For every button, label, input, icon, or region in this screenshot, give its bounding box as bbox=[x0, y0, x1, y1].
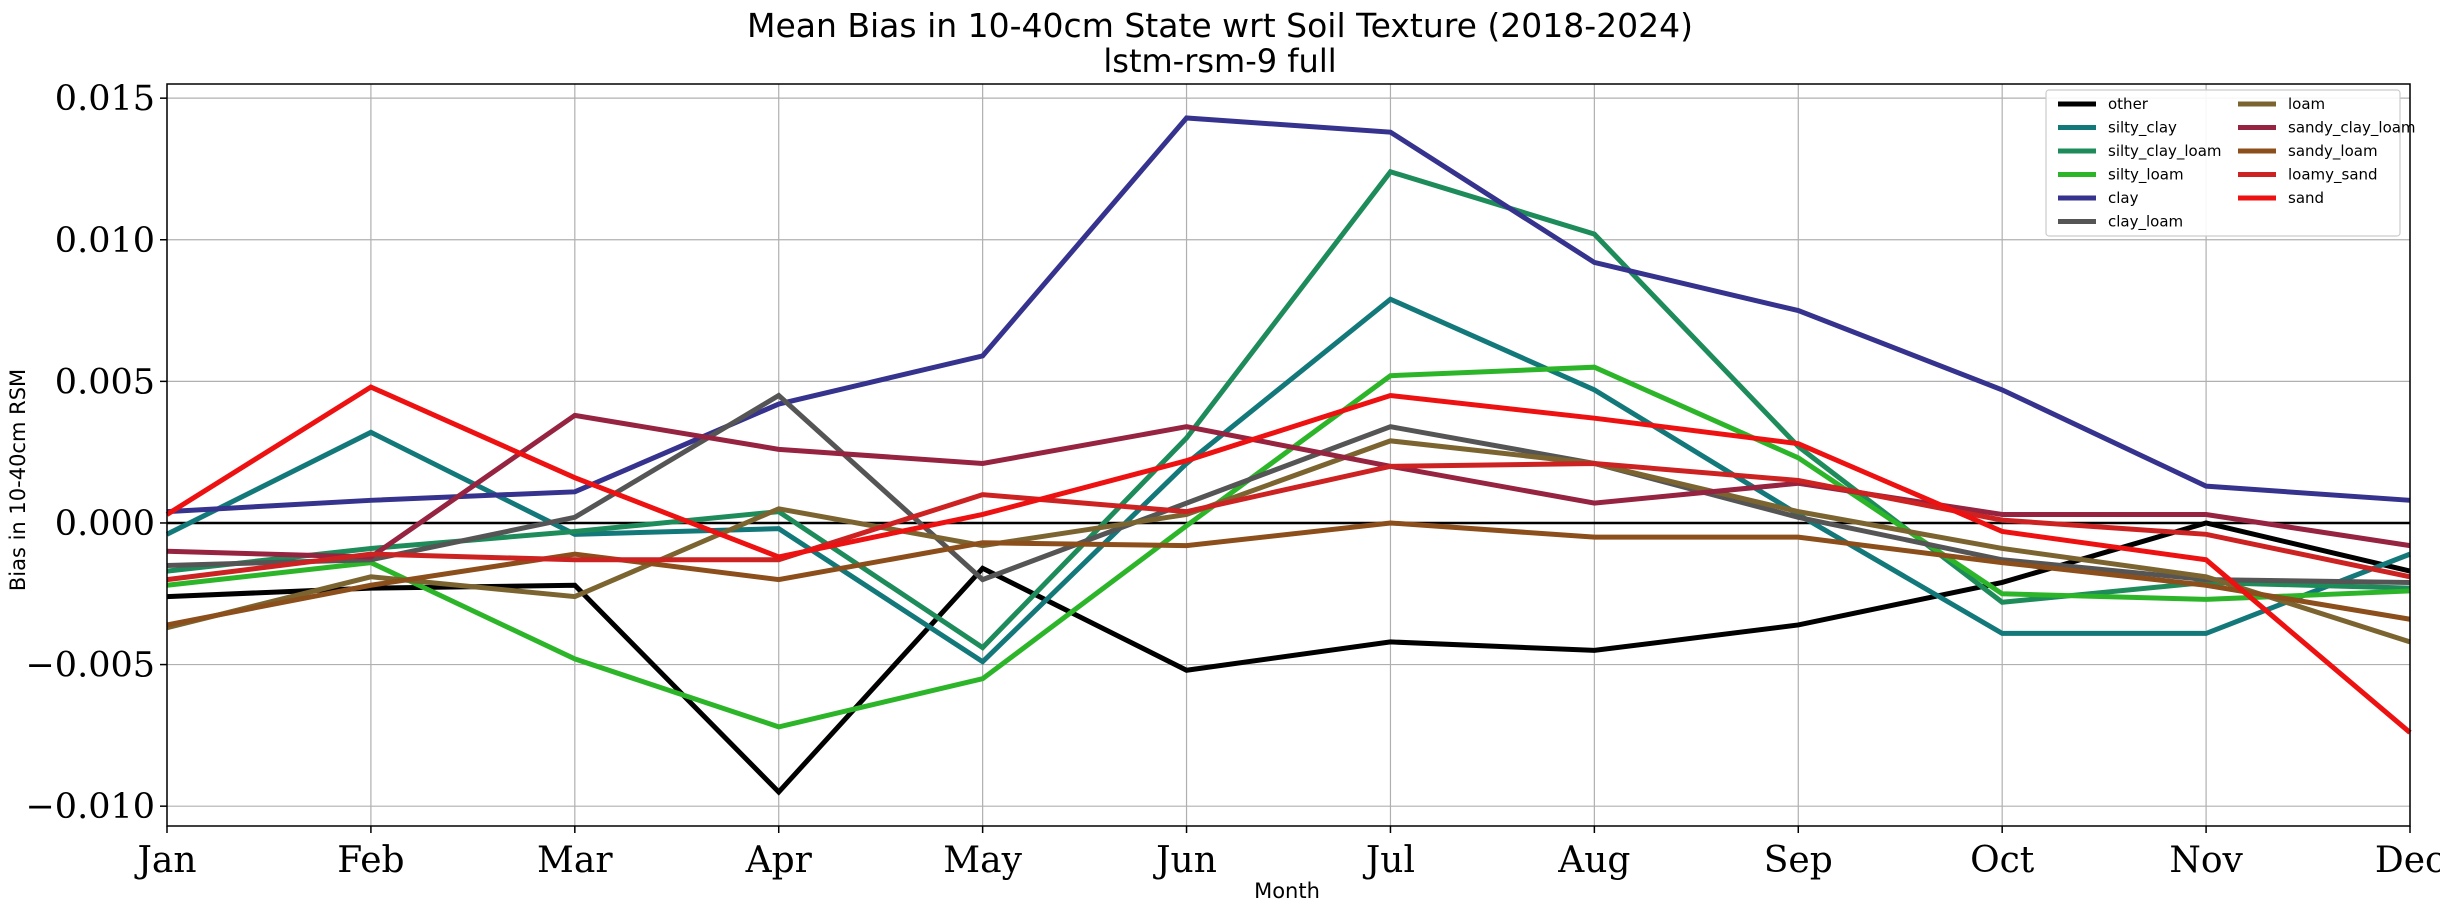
legend-entry-label: silty_clay bbox=[2108, 119, 2177, 138]
series-line-other bbox=[166, 520, 2411, 796]
legend-entry-label: loamy_sand bbox=[2288, 166, 2378, 185]
legend: other silty_clay silty_clay_loam silty_loam… bbox=[2045, 89, 2416, 237]
legend-box bbox=[2045, 89, 2401, 237]
legend-entry-label: sandy_loam bbox=[2288, 142, 2378, 161]
y-axis-ticks: −0.010 −0.005 0.000 0.005 0.010 0.015 bbox=[25, 79, 167, 827]
series-line-silty-clay bbox=[165, 296, 2411, 665]
y-tick-label: −0.005 bbox=[25, 646, 155, 686]
series-line-silty-loam bbox=[166, 364, 2411, 730]
x-tick-label: Jun bbox=[1152, 840, 1217, 881]
plot-area bbox=[166, 83, 2411, 827]
x-tick-label: Sep bbox=[1764, 840, 1833, 881]
series-line-silty-clay-loam bbox=[166, 168, 2411, 651]
x-tick-label: May bbox=[943, 840, 1022, 881]
x-axis-label: Month bbox=[1254, 879, 1320, 903]
legend-entry-label: sand bbox=[2288, 189, 2324, 207]
legend-entry-label: loam bbox=[2288, 95, 2325, 113]
legend-entry-label: clay_loam bbox=[2108, 213, 2183, 232]
y-tick-label: −0.010 bbox=[25, 787, 155, 827]
x-tick-label: Aug bbox=[1557, 840, 1630, 881]
legend-entry-label: silty_clay_loam bbox=[2108, 142, 2222, 161]
series-line-clay bbox=[166, 115, 2411, 515]
series-line-loam bbox=[166, 438, 2411, 645]
chart-title: Mean Bias in 10-40cm State wrt Soil Text… bbox=[746, 6, 1694, 45]
y-tick-label: 0.010 bbox=[55, 221, 155, 261]
x-tick-label: Jul bbox=[1362, 840, 1415, 881]
x-tick-label: Jan bbox=[133, 840, 196, 881]
chart-subtitle: lstm-rsm-9 full bbox=[1103, 42, 1337, 80]
y-tick-label: 0.015 bbox=[55, 79, 155, 119]
x-axis-ticks: Jan Feb Mar Apr May Jun Jul Aug Sep Oct Nov Dec bbox=[133, 826, 2440, 881]
y-axis-label: Bias in 10-40cm RSM bbox=[6, 369, 30, 591]
legend-entry-label: sandy_clay_loam bbox=[2288, 119, 2416, 138]
series-line-loamy-sand bbox=[166, 460, 2411, 583]
series-line-sand bbox=[165, 384, 2412, 735]
series-line-sandy-clay-loam bbox=[166, 412, 2411, 560]
x-tick-label: Apr bbox=[745, 840, 813, 881]
legend-entry-label: silty_loam bbox=[2108, 166, 2184, 185]
series-lines bbox=[165, 115, 2412, 796]
x-tick-label: Mar bbox=[537, 840, 613, 881]
x-tick-label: Feb bbox=[337, 840, 404, 881]
y-tick-label: 0.000 bbox=[55, 504, 155, 544]
x-tick-label: Dec bbox=[2375, 840, 2440, 881]
y-tick-label: 0.005 bbox=[55, 362, 155, 402]
legend-entry-label: other bbox=[2108, 95, 2149, 113]
series-line-clay-loam bbox=[166, 392, 2411, 585]
x-tick-label: Nov bbox=[2169, 840, 2243, 881]
legend-entry-label: clay bbox=[2108, 189, 2139, 207]
x-tick-label: Oct bbox=[1970, 840, 2035, 881]
